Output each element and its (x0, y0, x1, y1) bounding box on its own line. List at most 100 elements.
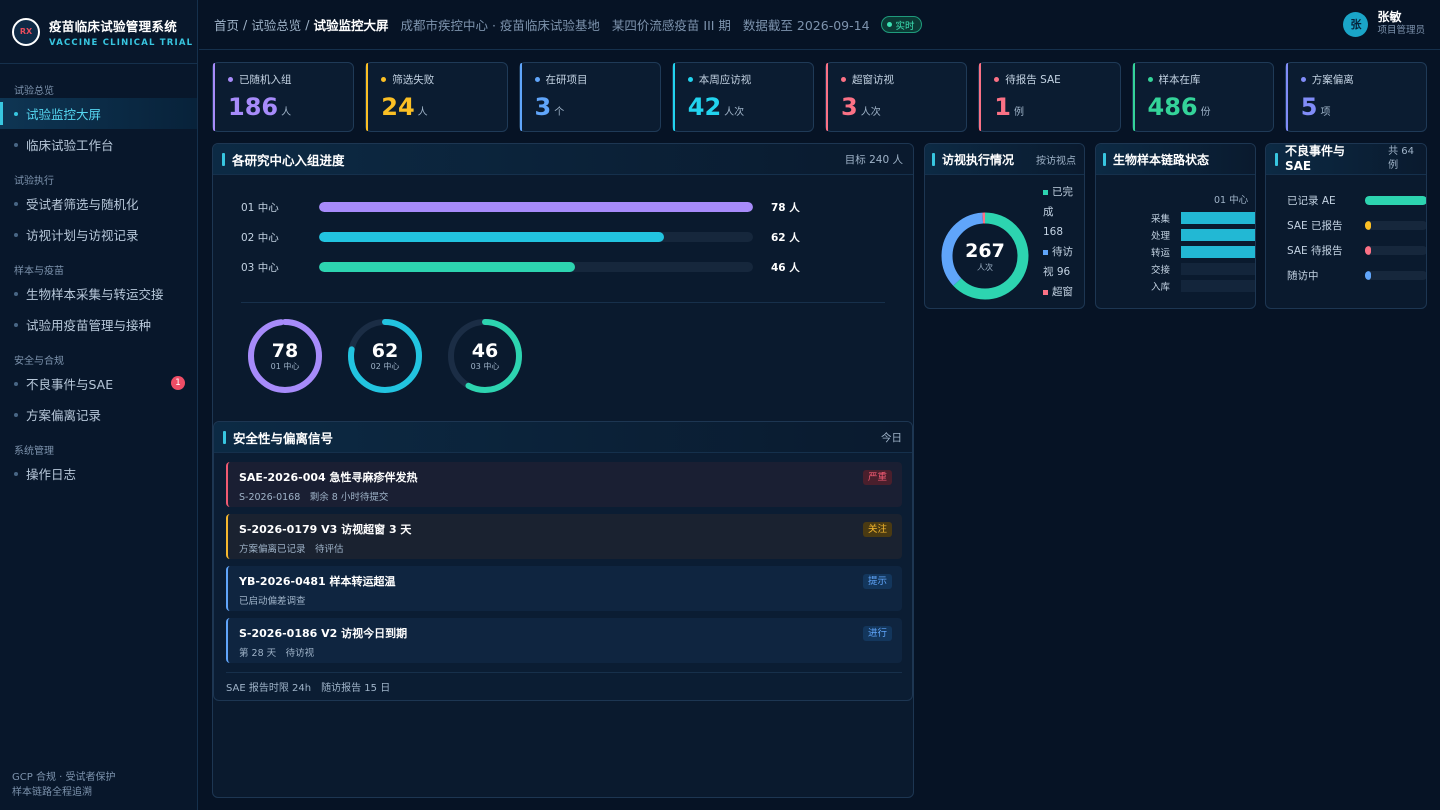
ring-chart (348, 319, 422, 393)
legend-text: 已完 (1052, 186, 1073, 198)
ae-fill (1365, 270, 1372, 280)
sample-track (1181, 229, 1255, 241)
ae-track (1365, 195, 1426, 205)
kpi-label: 样本在库 (1147, 72, 1273, 87)
ae-row: 随访中 (1287, 268, 1426, 282)
legend-item: 已完 (1043, 182, 1073, 202)
nav-group-system: 系统管理 (14, 446, 54, 457)
ae-fill (1365, 220, 1372, 230)
legend-text: 超窗 (1052, 286, 1073, 298)
trial-name: 某四价流感疫苗 III 期 (611, 18, 731, 33)
kpi-value: 3 (534, 93, 552, 121)
sidebar-item-sample-transfer[interactable]: 生物样本采集与转运交接 (0, 278, 197, 309)
kpi-label: 方案偏离 (1300, 72, 1426, 87)
sidebar-item-label: 不良事件与SAE (26, 377, 114, 392)
kpi-card[interactable]: 本周应访视 42 人次 (671, 62, 814, 132)
panel-accent (1103, 152, 1106, 166)
user-menu[interactable]: 张 张敏 项目管理员 (1343, 10, 1425, 38)
signal-title: S-2026-0179 V3 访视超窗 3 天 (239, 523, 412, 536)
kpi-value: 1 (994, 93, 1011, 121)
signals-date: 今日 (881, 431, 902, 444)
sidebar-item-monitor-dashboard[interactable]: 试验监控大屏 (0, 98, 197, 129)
kpi-card[interactable]: 超窗访视 3 人次 (825, 62, 968, 132)
kpi-card[interactable]: 已随机入组 186 人 (212, 62, 355, 132)
kpi-label-text: 样本在库 (1158, 74, 1201, 86)
sample-track (1181, 280, 1255, 292)
visits-unit: 人次 (977, 262, 993, 272)
signal-title: YB-2026-0481 样本转运超温 (239, 575, 396, 588)
sample-chain-row: 入库 (1151, 279, 1255, 293)
signal-item[interactable]: S-2026-0179 V3 访视超窗 3 天 方案偏离已记录 待评估 关注 (226, 514, 902, 559)
enrollment-bar-row: 02 中心 62 人 (241, 230, 841, 244)
kpi-label: 待报告 SAE (994, 72, 1119, 87)
ae-fill (1365, 195, 1426, 205)
live-label: 实时 (895, 20, 915, 32)
sidebar-item-ae-sae[interactable]: 不良事件与SAE 1 (0, 368, 197, 399)
panel-accent (223, 430, 226, 444)
kpi-label-text: 筛选失败 (392, 74, 435, 86)
ring-label: 01 中心 (270, 361, 300, 371)
breadcrumb-home[interactable]: 首页 (214, 18, 240, 33)
kpi-dot-icon (1147, 77, 1153, 82)
ae-panel-title: 不良事件与 SAE (1285, 144, 1345, 174)
visits-filter[interactable]: 按访视点 (1036, 155, 1076, 167)
live-badge: 实时 (880, 16, 922, 33)
ae-fill (1365, 245, 1371, 255)
legend-item: 待访 (1043, 242, 1073, 262)
legend-swatch (1043, 289, 1048, 295)
kpi-label-text: 超窗访视 (852, 74, 894, 86)
kpi-row: 已随机入组 186 人筛选失败 24 人在研项目 3 个本周应访视 42 人次 超窗访视 … (212, 62, 1427, 132)
nav-group-execution: 试验执行 (14, 176, 54, 187)
sidebar-item-audit-log[interactable]: 操作日志 (0, 458, 197, 489)
kpi-card[interactable]: 样本在库 486 份 (1131, 62, 1274, 132)
sidebar-item-vaccine-mgmt[interactable]: 试验用疫苗管理与接种 (0, 309, 197, 340)
signal-item[interactable]: SAE-2026-004 急性寻麻疹伴发热 S-2026-0168 剩余 8 小… (226, 462, 902, 507)
signal-item[interactable]: S-2026-0186 V2 访视今日到期 第 28 天 待访视 进行 (226, 618, 902, 663)
kpi-value: 486 (1147, 93, 1198, 121)
signal-item[interactable]: YB-2026-0481 样本转运超温 已启动偏差调查 提示 (226, 566, 902, 611)
sample-stage-label: 处理 (1151, 231, 1171, 242)
breadcrumb-overview[interactable]: 试验总览 (251, 18, 302, 33)
nav-group-safety: 安全与合规 (14, 356, 64, 367)
sample-stage-label: 交接 (1151, 265, 1171, 276)
signals-panel: 安全性与偏离信号 今日 SAE-2026-004 急性寻麻疹伴发热 S-2026… (213, 421, 913, 701)
kpi-unit: 人 (417, 107, 428, 118)
avatar[interactable]: 张 (1343, 11, 1369, 37)
sidebar-item-screening[interactable]: 受试者筛选与随机化 (0, 188, 197, 219)
panel-accent (932, 152, 935, 166)
sidebar-item-deviation[interactable]: 方案偏离记录 (0, 399, 197, 430)
kpi-dot-icon (1300, 77, 1306, 82)
samples-panel-title: 生物样本链路状态 (1113, 152, 1210, 167)
sidebar-item-workbench[interactable]: 临床试验工作台 (0, 129, 197, 160)
app-logo-area[interactable]: RX 疫苗临床试验管理系统 VACCINE CLINICAL TRIAL (0, 0, 197, 64)
ae-row: 已记录 AE (1287, 193, 1426, 207)
ae-total-line1: 共 64 (1388, 146, 1414, 157)
nav-group-samples: 样本与疫苗 (14, 266, 64, 277)
enrollment-panel-title: 各研究中心入组进度 (232, 152, 345, 168)
visits-legend: 已完成 168 待访视 96 超窗 (1043, 182, 1073, 302)
ae-row-label: 随访中 (1287, 269, 1319, 282)
legend-item: 超窗 (1043, 282, 1073, 302)
enrollment-bar-row: 01 中心 78 人 (241, 200, 841, 214)
page-title: 试验监控大屏 (313, 18, 389, 33)
ring-chart (248, 319, 322, 393)
ring-value: 78 (271, 339, 299, 362)
kpi-unit: 个 (554, 107, 565, 118)
app-title: 疫苗临床试验管理系统 (49, 18, 178, 34)
legend-swatch (1043, 249, 1048, 255)
sidebar: RX 疫苗临床试验管理系统 VACCINE CLINICAL TRIAL 试验总… (0, 0, 198, 810)
legend-swatch (1043, 189, 1048, 195)
sample-stage-label: 采集 (1151, 214, 1171, 225)
logo-icon: RX (12, 17, 40, 46)
ring-label: 02 中心 (370, 361, 400, 371)
ring-value: 62 (371, 339, 399, 362)
signals-panel-title: 安全性与偏离信号 (233, 430, 334, 446)
bar-value: 78 人 (771, 201, 800, 214)
kpi-card[interactable]: 筛选失败 24 人 (365, 62, 508, 132)
ae-total: 共 64 例 (1388, 145, 1414, 173)
sidebar-item-visits[interactable]: 访视计划与访视记录 (0, 219, 197, 250)
enrollment-ring: 46 03 中心 (446, 317, 524, 395)
